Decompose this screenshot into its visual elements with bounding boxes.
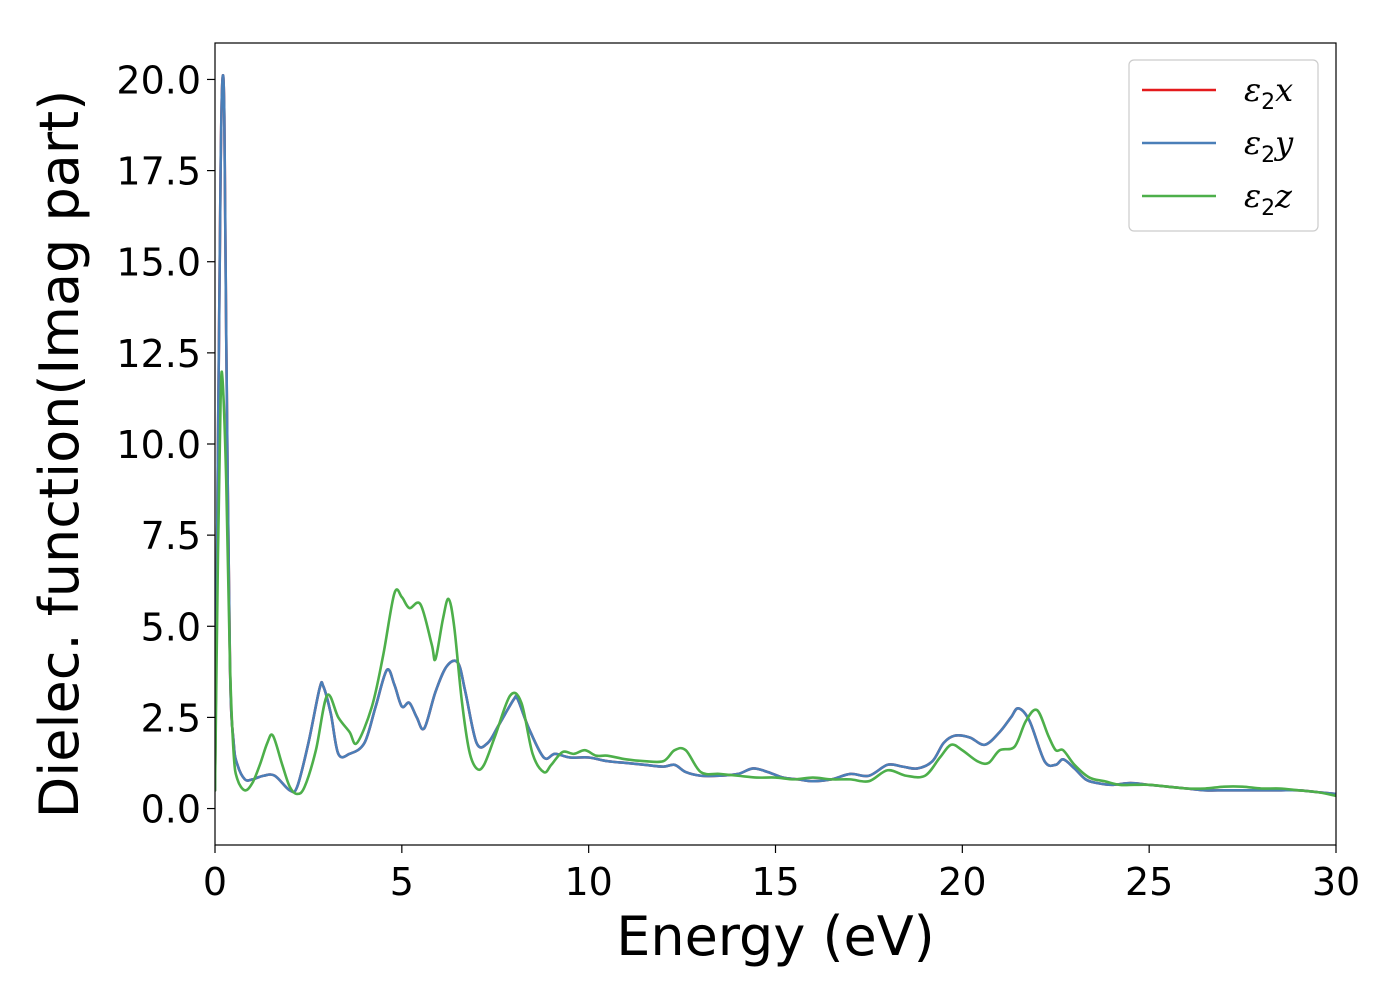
series-line-z: [215, 370, 1336, 798]
legend-label-axis: y: [1273, 124, 1294, 162]
legend-label: ε2y: [1244, 124, 1294, 168]
y-tick-label: 17.5: [116, 150, 201, 194]
series-layer: [215, 74, 1336, 798]
y-tick-label: 2.5: [141, 696, 201, 740]
series-line-y: [215, 74, 1336, 796]
y-tick-label: 7.5: [141, 514, 201, 558]
y-tick-label: 10.0: [116, 423, 201, 467]
x-tick-label: 15: [751, 860, 799, 904]
y-tick-label: 12.5: [116, 332, 201, 376]
legend-label-subscript: 2: [1261, 90, 1275, 115]
x-tick-label: 30: [1312, 860, 1360, 904]
legend-label: ε2z: [1244, 177, 1293, 221]
y-tick-label: 5.0: [141, 605, 201, 649]
y-axis: 0.0 2.5 5.0 7.5 10.0 12.5 15.0 17.5 20.0: [116, 58, 215, 832]
x-axis-title: Energy (eV): [616, 905, 935, 968]
x-tick-label: 25: [1125, 860, 1173, 904]
legend-label: ε2x: [1244, 71, 1293, 115]
x-axis: 0 5 10 15 20 25 30: [203, 845, 1360, 904]
legend-label-axis: x: [1275, 71, 1293, 109]
x-tick-label: 10: [564, 860, 612, 904]
y-tick-label: 0.0: [141, 788, 201, 832]
legend-label-base: ε: [1244, 177, 1261, 215]
legend-label-axis: z: [1274, 177, 1293, 215]
legend-label-subscript: 2: [1261, 143, 1275, 168]
legend-label-base: ε: [1244, 124, 1261, 162]
y-axis-title: Dielec. function(Imag part): [28, 90, 91, 819]
y-tick-label: 15.0: [116, 241, 201, 285]
y-tick-label: 20.0: [116, 58, 201, 102]
legend-label-base: ε: [1244, 71, 1261, 109]
legend-box: [1128, 59, 1319, 232]
x-tick-label: 5: [390, 860, 414, 904]
x-tick-label: 0: [203, 860, 227, 904]
legend-label-subscript: 2: [1261, 196, 1275, 221]
x-tick-label: 20: [938, 860, 986, 904]
